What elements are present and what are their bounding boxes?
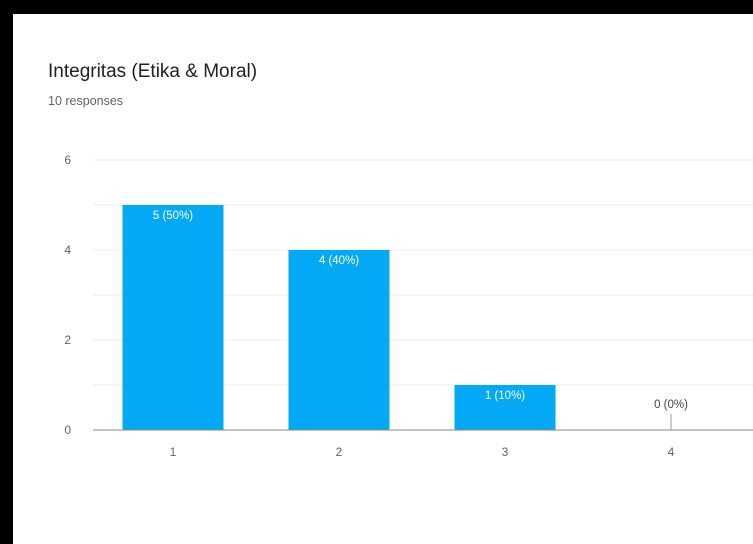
x-tick-label: 1	[170, 445, 177, 459]
bar	[454, 385, 556, 430]
y-tick-label: 6	[64, 153, 71, 167]
data-label: 0 (0%)	[654, 399, 688, 411]
y-tick-label: 0	[64, 423, 71, 437]
chart-card: Integritas (Etika & Moral) 10 responses …	[13, 14, 753, 544]
y-tick-label: 2	[64, 333, 71, 347]
chart-title: Integritas (Etika & Moral)	[48, 61, 258, 82]
data-label: 5 (50%)	[153, 210, 193, 222]
bar	[122, 205, 224, 430]
y-tick-label: 4	[64, 243, 71, 257]
data-label: 1 (10%)	[485, 390, 525, 402]
bar-chart: 0 2 4 6 5 (50%) 1 4 (40%) 2 1 (10%) 3 0 (0%) 4	[64, 153, 753, 459]
response-count: 10 responses	[48, 94, 124, 108]
x-tick-label: 3	[502, 445, 509, 459]
x-tick-label: 2	[336, 445, 343, 459]
x-tick-label: 4	[668, 445, 675, 459]
bar	[288, 250, 390, 430]
data-label: 4 (40%)	[319, 255, 359, 267]
